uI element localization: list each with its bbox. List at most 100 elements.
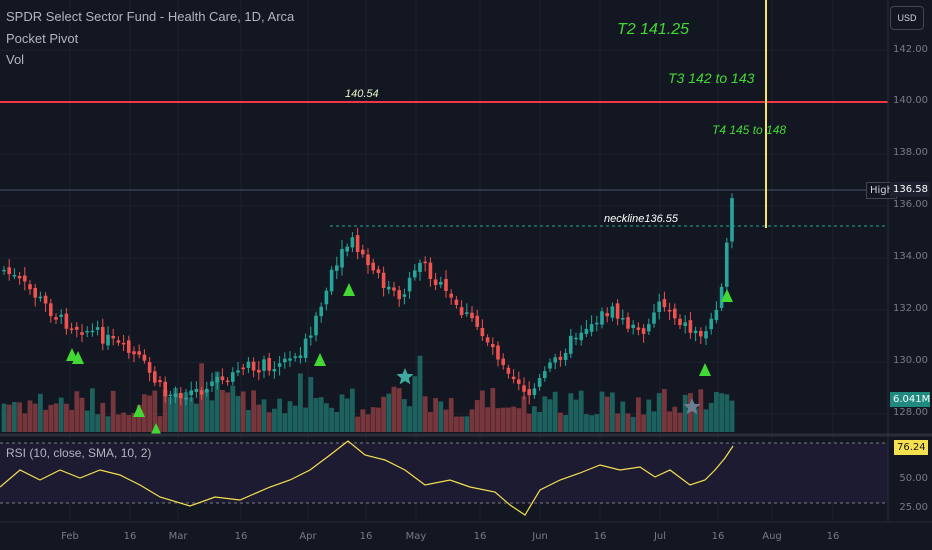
candle-body xyxy=(683,322,687,326)
candle-body xyxy=(465,312,469,314)
annotation-t4[interactable]: T4 145 to 148 xyxy=(712,123,787,137)
volume-bar xyxy=(630,416,636,432)
volume-bar xyxy=(1,403,7,432)
volume-bar xyxy=(459,416,464,432)
volume-bar xyxy=(599,391,605,432)
candle-body xyxy=(667,309,672,312)
candle-body xyxy=(283,358,287,363)
price-label: 138.00 xyxy=(893,147,928,158)
candle-body xyxy=(7,267,11,275)
volume-bar xyxy=(204,389,210,432)
candle-body xyxy=(241,367,245,370)
candle-body xyxy=(85,330,89,333)
candle-body xyxy=(407,277,412,292)
candle-body xyxy=(340,249,344,268)
volume-bar xyxy=(318,397,324,432)
candle-body xyxy=(673,308,677,319)
star-marker-icon xyxy=(683,398,701,415)
candle-body xyxy=(631,324,635,329)
volume-bar xyxy=(282,413,288,432)
candle-body xyxy=(257,369,261,373)
candle-body xyxy=(626,317,630,329)
volume-bar xyxy=(563,415,568,432)
volume-bar xyxy=(95,414,100,432)
candle-body xyxy=(54,317,58,320)
volume-bar xyxy=(188,397,194,432)
volume-bar xyxy=(251,390,256,432)
candle-body xyxy=(132,351,136,355)
volume-bar xyxy=(417,355,423,432)
pocket-pivot-triangle-icon xyxy=(72,351,84,364)
volume-bar xyxy=(412,376,418,432)
currency-button[interactable]: USD xyxy=(890,6,924,30)
candle-body xyxy=(194,388,199,392)
time-label: Jul xyxy=(653,531,667,542)
volume-bar xyxy=(381,396,386,432)
pocket-pivot-triangle-icon xyxy=(721,289,733,302)
annotation-neckline[interactable]: neckline136.55 xyxy=(604,213,679,225)
candle-body xyxy=(553,357,557,363)
candle-body xyxy=(309,335,313,338)
volume-bar xyxy=(407,406,412,432)
candle-body xyxy=(210,381,214,386)
volume-bar xyxy=(90,388,95,432)
volume-bar xyxy=(84,410,90,432)
candle-body xyxy=(147,362,152,373)
candle-body xyxy=(142,354,147,361)
volume-bar xyxy=(490,387,496,432)
price-label: 130.00 xyxy=(893,355,928,366)
rsi-line xyxy=(0,440,734,516)
volume-bar xyxy=(714,392,719,432)
candle-body xyxy=(381,272,386,289)
legend-pocket-pivot[interactable]: Pocket Pivot xyxy=(6,31,79,46)
legend-volume[interactable]: Vol xyxy=(6,52,25,67)
candle-body xyxy=(12,274,17,277)
volume-bar xyxy=(474,400,480,432)
candle-body xyxy=(314,315,318,336)
legend-title[interactable]: SPDR Select Sector Fund - Health Care, 1… xyxy=(6,9,295,24)
high-tag-value: 136.58 xyxy=(890,182,930,197)
volume-bar xyxy=(178,393,184,432)
time-label: 16 xyxy=(473,531,487,542)
candle-body xyxy=(558,356,563,360)
volume-bar xyxy=(558,412,563,432)
candle-body xyxy=(303,338,308,358)
volume-bar xyxy=(610,392,615,432)
time-label: 16 xyxy=(234,531,248,542)
price-label: 142.00 xyxy=(893,44,928,55)
volume-bar xyxy=(266,412,272,432)
volume-bar xyxy=(656,393,662,432)
candle-body xyxy=(153,371,157,383)
annotation-t2[interactable]: T2 141.25 xyxy=(617,21,690,38)
candle-body xyxy=(485,337,490,343)
candle-body xyxy=(491,344,495,348)
candle-body xyxy=(173,393,178,398)
candle-body xyxy=(277,363,282,367)
volume-bar xyxy=(298,373,303,432)
annotation-t3[interactable]: T3 142 to 143 xyxy=(668,70,755,86)
volume-bar xyxy=(438,401,444,432)
pocket-pivot-triangle-icon xyxy=(699,363,711,376)
candle-body xyxy=(376,269,381,273)
volume-bar xyxy=(688,393,693,432)
candle-body xyxy=(189,390,193,396)
volume-bar xyxy=(27,400,33,432)
candle-body xyxy=(205,388,209,393)
candle-body xyxy=(480,327,485,337)
annotation-resistance-value[interactable]: 140.54 xyxy=(345,88,379,100)
candle-body xyxy=(215,376,219,383)
volume-bar xyxy=(516,408,522,432)
volume-bar xyxy=(693,408,698,432)
rsi-legend[interactable]: RSI (10, close, SMA, 10, 2) xyxy=(6,446,152,460)
volume-bar xyxy=(428,411,433,432)
volume-bar xyxy=(703,409,709,432)
candle-body xyxy=(496,345,500,360)
candle-body xyxy=(548,362,552,369)
volume-bar xyxy=(469,409,475,432)
volume-bar xyxy=(454,416,459,432)
volume-bar xyxy=(620,401,626,432)
pocket-pivot-triangle-icon xyxy=(133,404,145,417)
candle-body xyxy=(704,331,708,339)
rsi-band xyxy=(0,443,888,503)
